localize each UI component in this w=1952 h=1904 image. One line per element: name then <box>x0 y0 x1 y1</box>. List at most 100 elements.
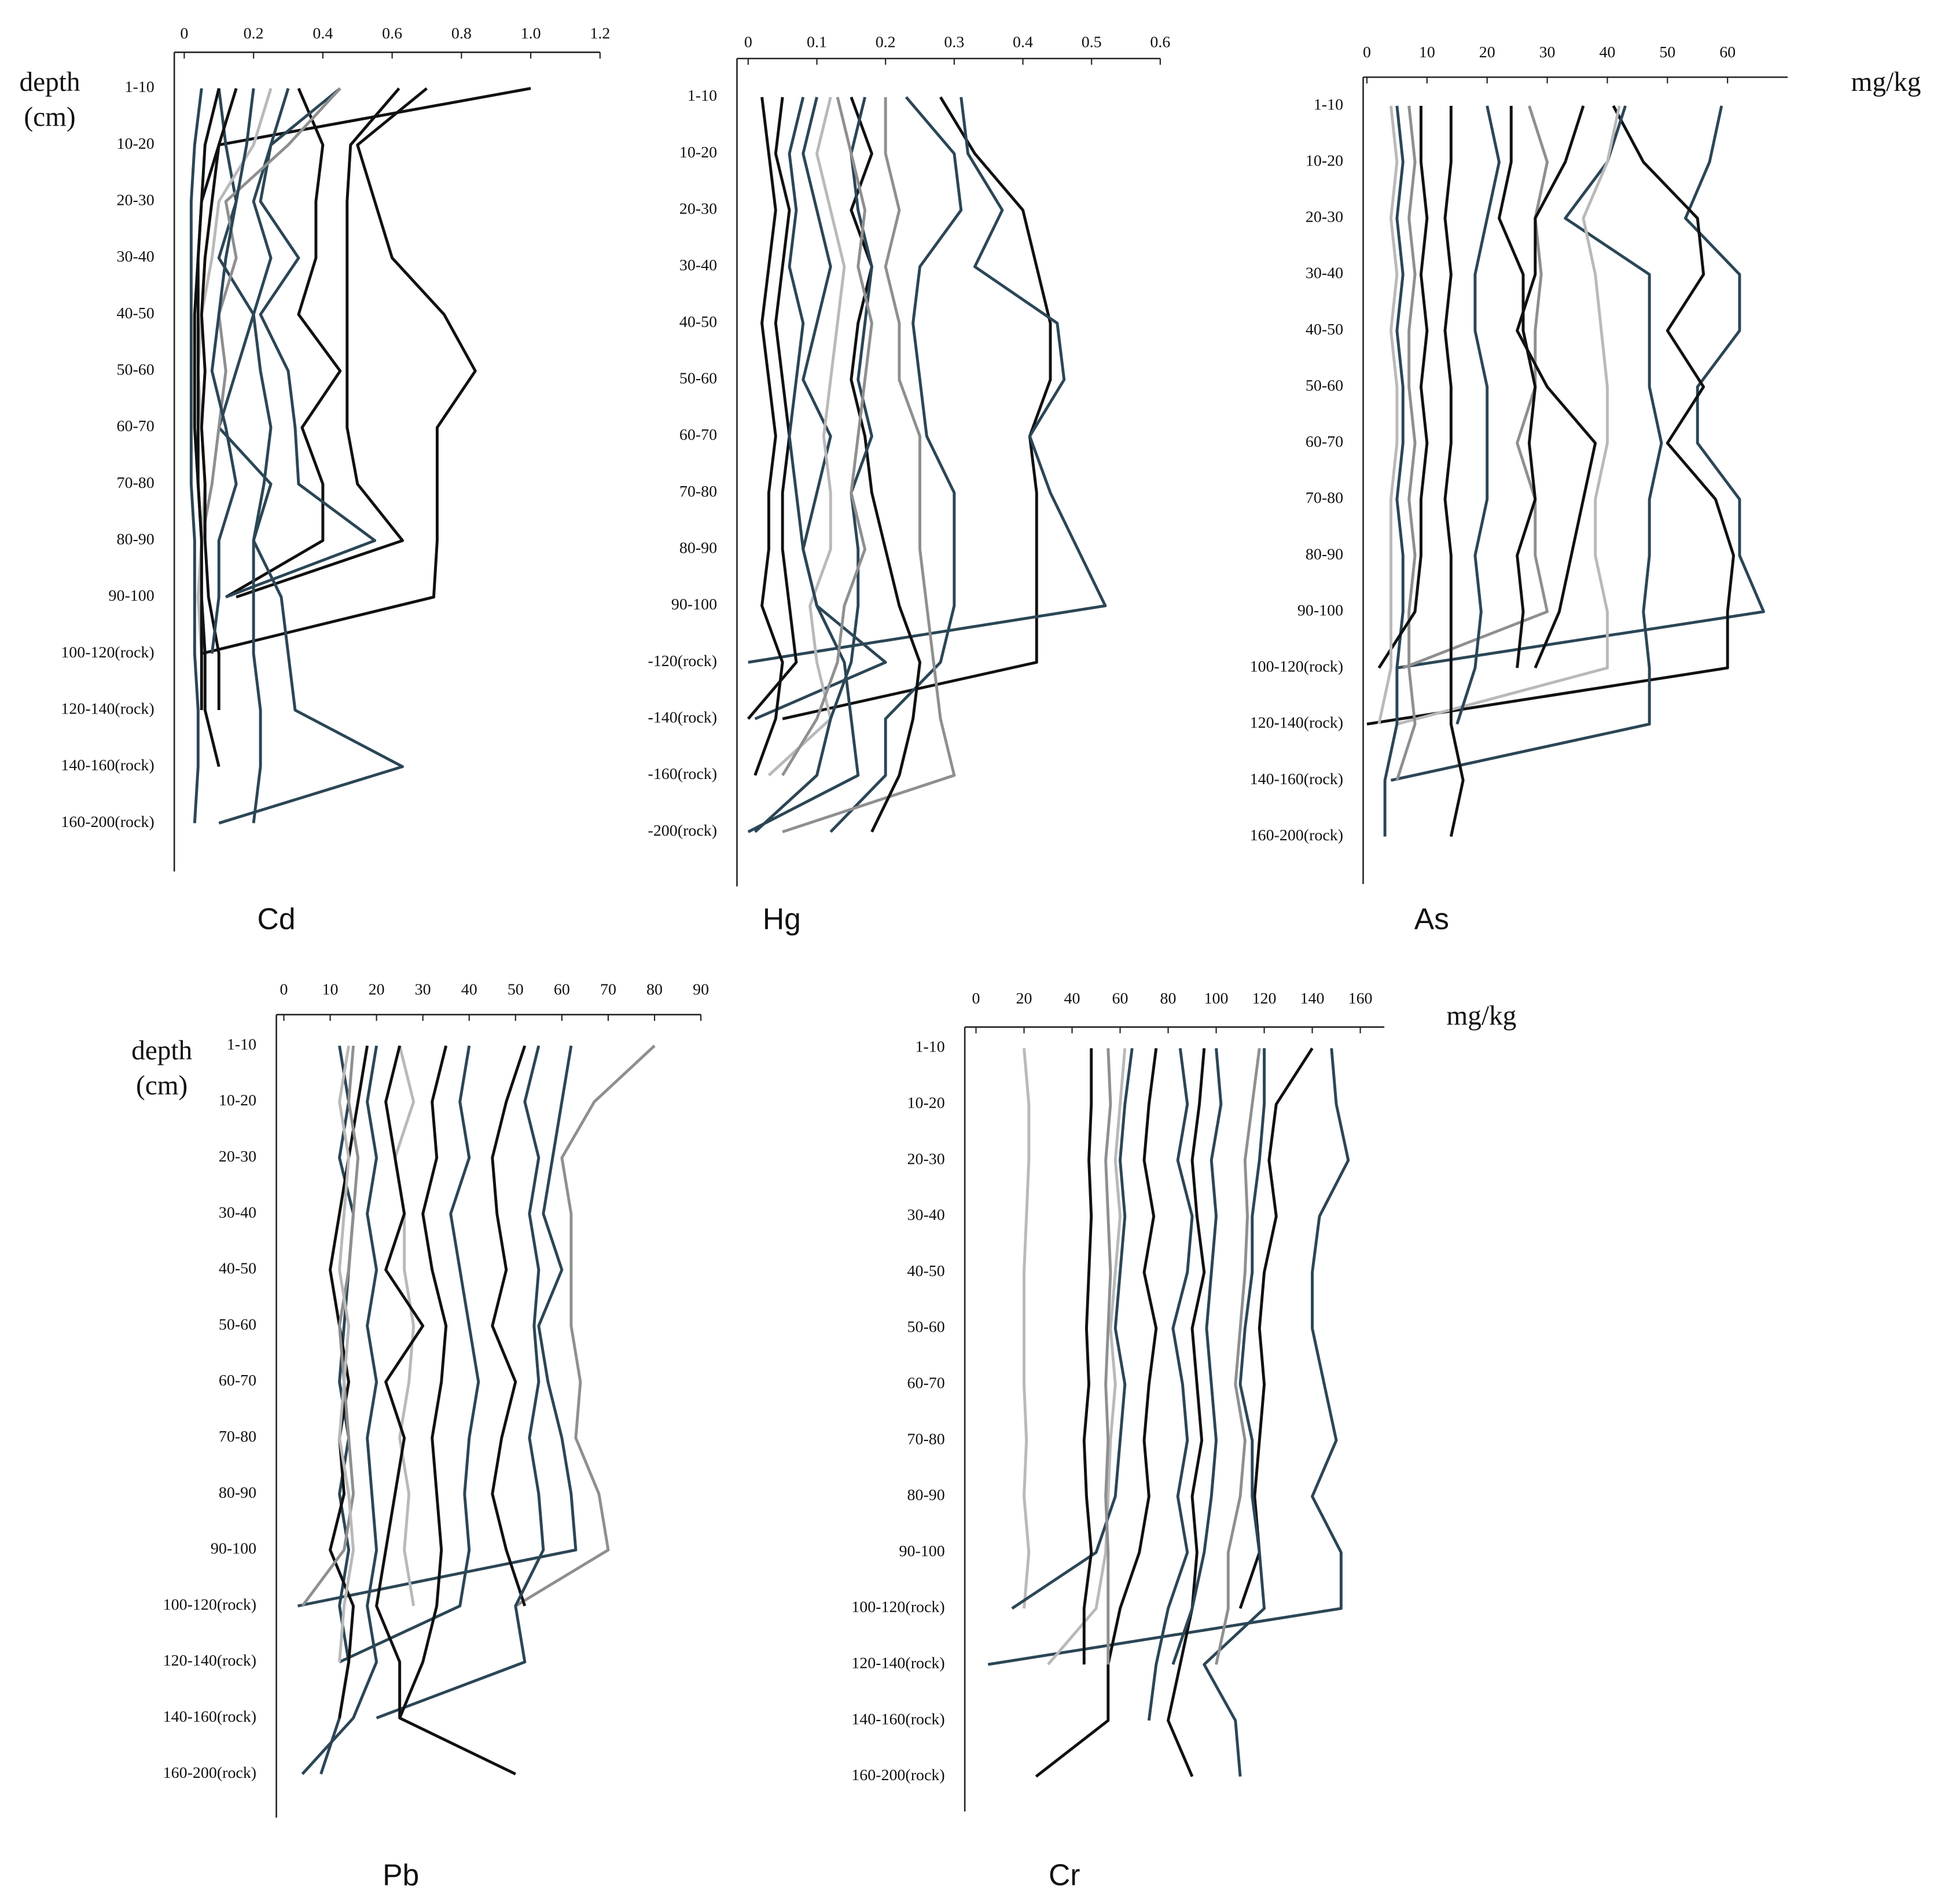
x-tick-label: 0 <box>180 25 188 43</box>
x-tick-label: 60 <box>1112 990 1128 1008</box>
x-tick-label: 30 <box>415 981 431 999</box>
x-tick-label: 40 <box>461 981 477 999</box>
x-tick-label: 0.8 <box>451 25 472 43</box>
y-tick-label: 10-20 <box>907 1094 945 1112</box>
x-tick-label: 120 <box>1252 990 1277 1008</box>
y-tick-label: 90-100 <box>109 587 155 605</box>
y-tick-label: 60-70 <box>679 426 717 444</box>
y-tick-label: 140-160(rock) <box>1250 770 1343 788</box>
profile-line <box>1171 1048 1223 1665</box>
y-tick-label: 100-120(rock) <box>163 1596 256 1613</box>
y-tick-label: 30-40 <box>117 248 155 266</box>
y-tick-label: 1-10 <box>688 87 717 105</box>
x-tick-label: 60 <box>1719 43 1736 61</box>
y-tick-label: 70-80 <box>679 483 717 501</box>
y-tick-label: 80-90 <box>1306 545 1343 563</box>
y-tick-label: 60-70 <box>1306 433 1343 451</box>
y-tick-label: 30-40 <box>679 256 717 274</box>
y-axis-label: depth <box>19 67 80 97</box>
profile-line <box>394 1045 416 1607</box>
profile-line <box>252 87 341 824</box>
x-tick-label: 0.2 <box>876 34 896 52</box>
profile-line <box>754 97 873 833</box>
x-tick-label: 1.0 <box>521 25 541 43</box>
y-tick-label: 20-30 <box>679 200 717 218</box>
y-tick-label: 60-70 <box>907 1374 945 1392</box>
profile-line <box>1377 105 1429 669</box>
x-tick-label: 140 <box>1300 990 1325 1008</box>
y-tick-label: 90-100 <box>671 596 717 613</box>
x-tick-label: 0.5 <box>1082 34 1102 52</box>
y-tick-label: -140(rock) <box>648 709 718 727</box>
y-tick-label: 50-60 <box>219 1315 256 1333</box>
y-tick-label: 160-200(rock) <box>851 1766 944 1784</box>
profile-line <box>225 88 377 599</box>
y-tick-label: 30-40 <box>219 1204 256 1222</box>
x-tick-label: 0.3 <box>944 34 964 52</box>
profile-line <box>1023 1048 1031 1609</box>
y-tick-label: 140-160(rock) <box>163 1708 256 1726</box>
profile-line <box>301 1045 378 1776</box>
y-tick-label: -200(rock) <box>648 822 718 840</box>
y-tick-label: 40-50 <box>117 304 155 322</box>
x-tick-label: 40 <box>1599 43 1615 61</box>
profile-line <box>375 1045 516 1776</box>
y-tick-label: 80-90 <box>117 530 155 548</box>
y-tick-label: 20-30 <box>117 191 155 209</box>
profile-line <box>1396 105 1621 726</box>
profile-line <box>196 88 220 711</box>
y-tick-label: 80-90 <box>219 1484 256 1502</box>
profile-line <box>829 96 963 833</box>
profile-line <box>754 97 887 721</box>
profile-line <box>1147 1047 1194 1721</box>
y-tick-label: 20-30 <box>219 1148 256 1166</box>
y-tick-label: 80-90 <box>907 1486 945 1504</box>
y-tick-label: 20-30 <box>907 1150 945 1168</box>
y-tick-label: 60-70 <box>117 417 155 435</box>
y-tick-label: 1-10 <box>227 1035 256 1053</box>
y-tick-label: 40-50 <box>1306 321 1343 339</box>
y-tick-label: 120-140(rock) <box>851 1655 944 1673</box>
profile-line <box>1104 1048 1112 1665</box>
x-tick-label: 80 <box>646 981 663 999</box>
y-tick-label: 70-80 <box>219 1428 256 1446</box>
y-tick-label: 160-200(rock) <box>1250 826 1343 844</box>
y-tick-label: 140-160(rock) <box>851 1710 944 1728</box>
x-tick-label: 10 <box>322 981 339 999</box>
profile-line <box>338 1045 355 1663</box>
profile-line <box>1443 105 1465 837</box>
y-tick-label: 30-40 <box>907 1206 945 1224</box>
y-tick-label: 10-20 <box>219 1091 256 1109</box>
profile-line <box>1516 105 1597 669</box>
profile-line <box>767 97 846 777</box>
panel-title: As <box>1414 902 1449 936</box>
profile-line <box>782 97 956 833</box>
y-tick-label: 80-90 <box>679 539 717 557</box>
x-tick-label: 0 <box>1363 43 1371 61</box>
profile-line <box>748 97 1107 664</box>
panel-title: Pb <box>383 1858 419 1892</box>
profile-line <box>1082 1048 1093 1665</box>
x-unit-label: mg/kg <box>1851 67 1921 97</box>
x-tick-label: 0.6 <box>1150 34 1170 52</box>
y-tick-label: 90-100 <box>899 1542 945 1560</box>
profile-line <box>1390 105 1663 782</box>
profile-line <box>210 88 255 654</box>
y-tick-label: 90-100 <box>211 1540 256 1558</box>
profile-line <box>1203 1048 1266 1777</box>
profile-line <box>987 1048 1350 1666</box>
x-tick-label: 70 <box>600 981 616 999</box>
x-tick-label: 50 <box>1659 43 1675 61</box>
y-tick-label: 20-30 <box>1306 208 1343 226</box>
profile-line <box>1455 105 1501 725</box>
x-tick-label: 0.4 <box>313 25 333 43</box>
profile-line <box>747 97 860 833</box>
profile-line <box>747 97 798 720</box>
profile-line <box>850 96 922 833</box>
profile-line <box>1396 105 1765 670</box>
y-tick-label: 50-60 <box>907 1318 945 1336</box>
y-axis-label: (cm) <box>136 1071 188 1101</box>
y-tick-label: 160-200(rock) <box>163 1764 256 1782</box>
y-tick-label: 1-10 <box>124 78 154 96</box>
